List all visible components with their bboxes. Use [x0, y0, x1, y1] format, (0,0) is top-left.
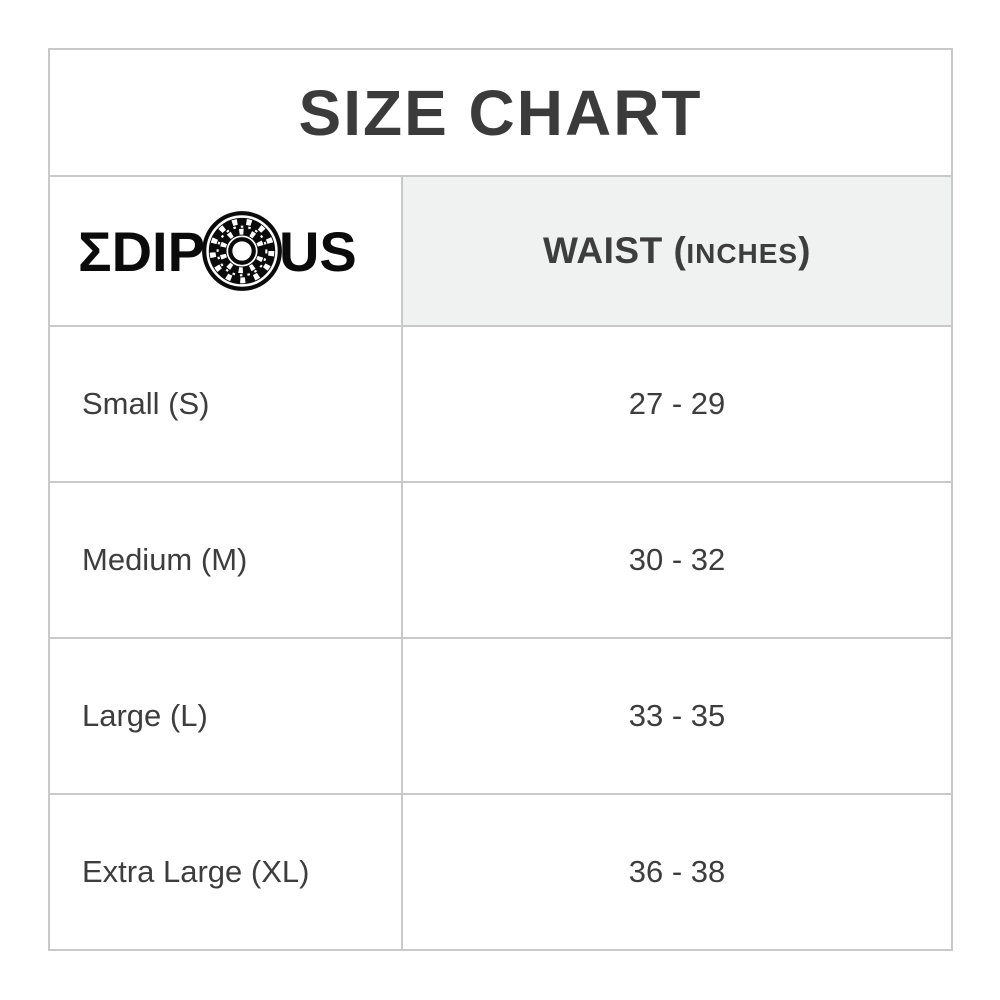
table-row-large-value-cell: 33 - 35: [403, 639, 951, 793]
logo-text-suffix: US: [278, 219, 357, 283]
size-label: Small (S): [82, 386, 210, 421]
size-label: Extra Large (XL): [82, 854, 310, 889]
waist-header-main: WAIST (: [543, 230, 687, 271]
greek-key-circle-icon: [202, 211, 282, 291]
table-row-xl-value-cell: 36 - 38: [403, 795, 951, 949]
logo-text-prefix: ΣDIP: [78, 219, 205, 283]
waist-value: 33 - 35: [628, 698, 726, 733]
table-row-large-label-cell: Large (L): [50, 639, 401, 793]
waist-column-header: WAIST (INCHES): [543, 230, 811, 272]
table-row-xl-label-cell: Extra Large (XL): [50, 795, 401, 949]
size-label: Large (L): [82, 698, 208, 733]
waist-value: 36 - 38: [628, 854, 726, 889]
size-label: Medium (M): [82, 542, 248, 577]
brand-cell: ΣDIP US: [50, 177, 401, 325]
table-row-small-value-cell: 27 - 29: [403, 327, 951, 481]
table-row-medium-value-cell: 30 - 32: [403, 483, 951, 637]
waist-value: 30 - 32: [628, 542, 726, 577]
waist-value: 27 - 29: [628, 386, 726, 421]
edipous-logo: ΣDIP US: [78, 209, 357, 293]
waist-header-unit: INCHES: [686, 238, 799, 269]
page-title: SIZE CHART: [298, 76, 703, 149]
table-row-small-label-cell: Small (S): [50, 327, 401, 481]
table-row-medium-label-cell: Medium (M): [50, 483, 401, 637]
waist-header-cell: WAIST (INCHES): [403, 177, 951, 325]
size-chart-table: SIZE CHART ΣDIP US WAIST (INCHES): [48, 48, 953, 951]
title-row: SIZE CHART: [50, 50, 951, 175]
waist-header-close: ): [798, 230, 811, 271]
